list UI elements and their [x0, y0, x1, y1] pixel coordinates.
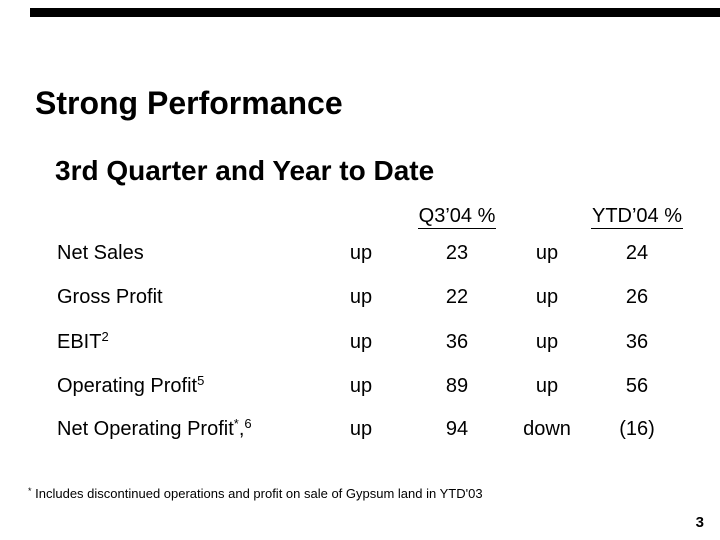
- table-row: Net Operating Profit*,6 up 94 down (16): [0, 417, 720, 441]
- ytd-value: 24: [625, 242, 649, 264]
- q3-value: 23: [445, 242, 469, 264]
- row-label: Operating Profit5: [57, 373, 205, 397]
- footnote-marker: *: [28, 486, 32, 496]
- footnote: * Includes discontinued operations and p…: [28, 486, 628, 502]
- row-label: Net Sales: [57, 242, 144, 264]
- q3-direction: up: [349, 331, 373, 353]
- row-label: Net Operating Profit*,6: [57, 416, 252, 440]
- q3-value: 36: [445, 331, 469, 353]
- slide-subtitle: 3rd Quarter and Year to Date: [55, 155, 435, 186]
- column-header-ytd-label: YTD’04 %: [590, 205, 684, 229]
- q3-direction: up: [349, 286, 373, 308]
- q3-direction: up: [349, 242, 373, 264]
- ytd-direction: up: [535, 331, 559, 353]
- q3-value: 89: [445, 375, 469, 397]
- q3-value: 94: [445, 418, 469, 440]
- ytd-value: 56: [625, 375, 649, 397]
- table-row: EBIT2 up 36 up 36: [0, 330, 720, 354]
- ytd-direction: up: [535, 242, 559, 264]
- ytd-value: 26: [625, 286, 649, 308]
- q3-direction: up: [349, 418, 373, 440]
- ytd-direction: up: [535, 286, 559, 308]
- ytd-direction: up: [535, 375, 559, 397]
- slide-title: Strong Performance: [35, 85, 343, 121]
- row-label: Gross Profit: [57, 286, 163, 308]
- column-header-q3-label: Q3’04 %: [417, 205, 497, 229]
- ytd-direction: down: [523, 418, 571, 440]
- q3-direction: up: [349, 375, 373, 397]
- page-number: 3: [695, 514, 704, 531]
- footnote-text: Includes discontinued operations and pro…: [35, 486, 483, 501]
- column-header-q3: Q3’04 %: [407, 204, 507, 229]
- table-row: Net Sales up 23 up 24: [0, 241, 720, 265]
- row-label: EBIT2: [57, 329, 109, 353]
- q3-value: 22: [445, 286, 469, 308]
- ytd-value: (16): [619, 418, 655, 440]
- ytd-value: 36: [625, 331, 649, 353]
- table-row: Gross Profit up 22 up 26: [0, 285, 720, 309]
- table-row: Operating Profit5 up 89 up 56: [0, 374, 720, 398]
- top-accent-bar: [30, 8, 720, 17]
- table-header-row: Q3’04 % YTD’04 %: [0, 204, 720, 230]
- column-header-ytd: YTD’04 %: [587, 204, 687, 229]
